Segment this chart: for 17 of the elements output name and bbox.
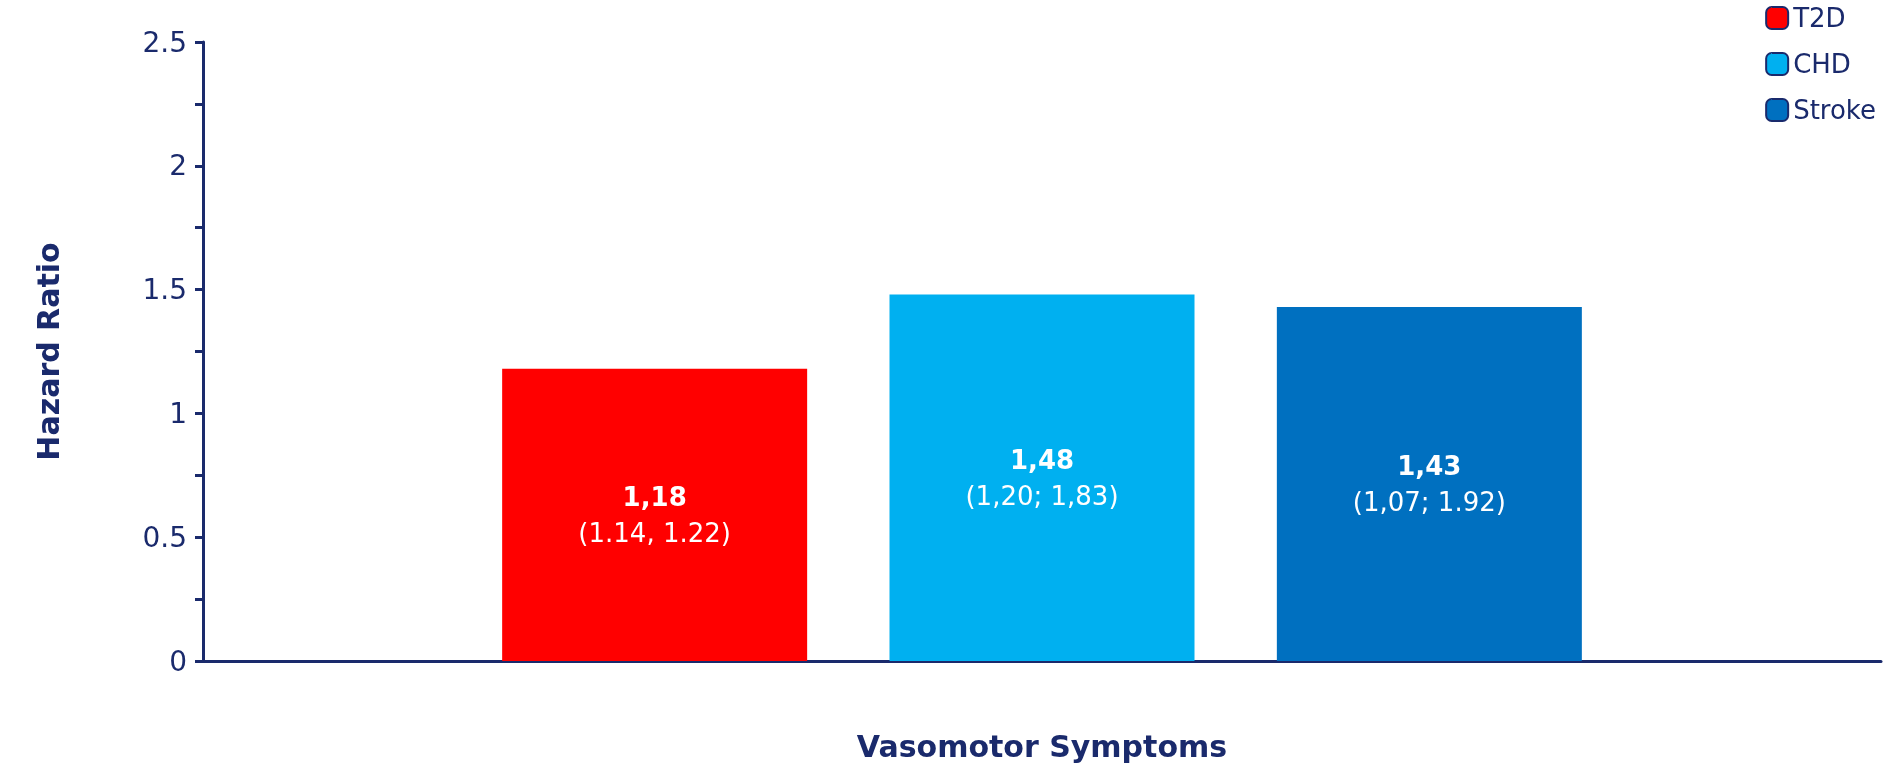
data-label: 1,18 (1.14, 1.22) bbox=[578, 481, 731, 548]
y-tick-label: 2.5 bbox=[142, 25, 187, 59]
y-tick-label: 2 bbox=[169, 149, 187, 183]
x-axis-title: Vasomotor Symptoms bbox=[856, 728, 1228, 764]
y-tick-label: 0 bbox=[169, 644, 187, 678]
legend-label: CHD bbox=[1793, 49, 1851, 79]
y-tick-label: 1 bbox=[169, 396, 187, 430]
bar bbox=[1276, 306, 1582, 661]
bar bbox=[502, 368, 808, 661]
data-label: 1,43 (1,07; 1.92) bbox=[1352, 450, 1506, 517]
y-tick-label: 1.5 bbox=[142, 273, 187, 307]
legend-label: T2D bbox=[1792, 3, 1846, 33]
y-axis-title: Hazard Ratio bbox=[30, 242, 66, 461]
bar bbox=[889, 294, 1195, 661]
legend-label: Stroke bbox=[1793, 95, 1877, 125]
y-tick-label: 0.5 bbox=[142, 520, 187, 554]
data-label: 1,48 (1,20; 1,83) bbox=[965, 444, 1119, 511]
